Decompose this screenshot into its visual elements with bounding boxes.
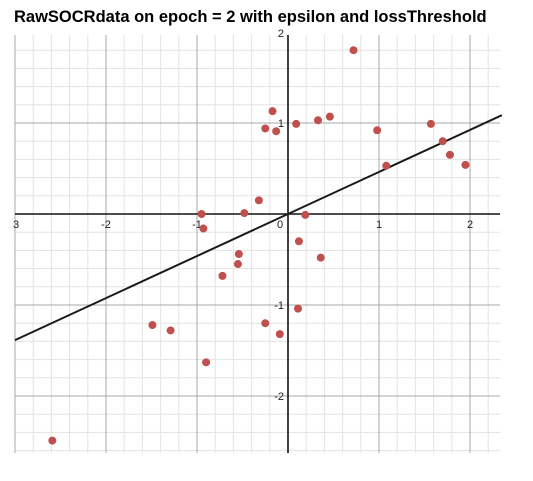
data-point — [426, 119, 435, 128]
data-point — [382, 161, 391, 170]
data-point — [316, 253, 325, 262]
data-point — [275, 330, 284, 339]
x-tick-label: 2 — [467, 219, 473, 231]
data-point — [197, 210, 206, 218]
tick-labels: 3 -2 -1 0 1 2 2 1 -1 -2 — [13, 28, 473, 403]
data-point — [218, 271, 227, 280]
data-point — [438, 137, 447, 146]
data-point — [373, 126, 382, 135]
data-point — [48, 436, 57, 445]
data-points — [48, 46, 470, 445]
data-point — [233, 260, 242, 269]
data-point — [314, 116, 323, 125]
data-point — [199, 224, 208, 233]
data-point — [301, 210, 310, 219]
chart-title: RawSOCRdata on epoch = 2 with epsilon an… — [14, 8, 487, 26]
grid-minor — [15, 35, 500, 453]
data-point — [268, 107, 277, 116]
data-point — [148, 321, 157, 330]
x-tick-label: -2 — [101, 219, 111, 231]
data-point — [272, 127, 281, 136]
axes — [15, 35, 500, 453]
x-tick-label: -1 — [192, 219, 202, 231]
data-point — [294, 304, 303, 313]
data-point — [240, 209, 249, 218]
data-point — [292, 119, 301, 128]
data-point — [234, 250, 243, 259]
data-point — [254, 196, 263, 205]
regression-line-group — [14, 114, 503, 342]
data-point — [325, 112, 334, 121]
y-tick-label: -2 — [274, 391, 284, 403]
y-tick-label: 1 — [278, 118, 284, 130]
data-point — [445, 150, 454, 159]
data-point — [461, 160, 470, 169]
grid-major — [14, 35, 500, 453]
data-point — [349, 46, 358, 55]
x-tick-label: 1 — [376, 219, 382, 231]
y-tick-label: 2 — [278, 28, 284, 40]
data-point — [166, 326, 175, 335]
data-point — [202, 358, 211, 367]
regression-line — [14, 114, 503, 342]
x-tick-label: 0 — [277, 219, 283, 231]
data-point — [261, 124, 270, 133]
data-point — [294, 237, 303, 246]
data-point — [261, 319, 270, 328]
y-tick-label: -1 — [274, 300, 284, 312]
x-tick-label: 3 — [13, 219, 19, 231]
